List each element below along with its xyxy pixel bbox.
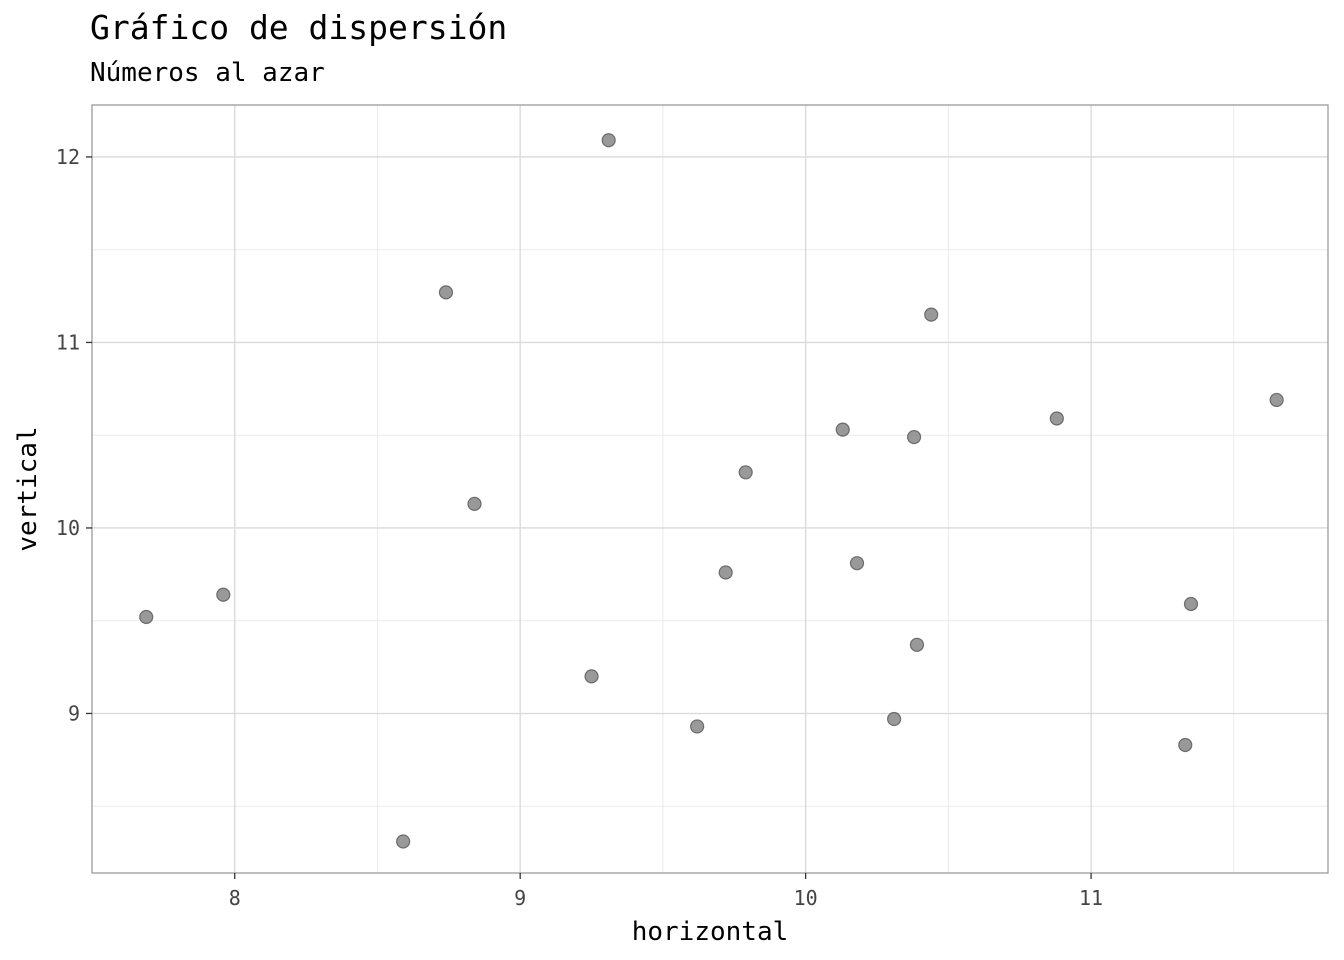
minor-gridlines xyxy=(91,105,1328,873)
y-tick-label: 9 xyxy=(68,701,80,725)
y-tick-label: 12 xyxy=(56,145,80,169)
data-point xyxy=(584,669,599,684)
x-tick-label: 11 xyxy=(1079,886,1103,910)
data-point xyxy=(924,307,939,322)
data-point xyxy=(1269,392,1284,408)
data-points xyxy=(139,133,1284,849)
data-point xyxy=(438,285,454,300)
data-point xyxy=(1049,411,1064,426)
data-point xyxy=(690,719,705,734)
data-point xyxy=(467,496,482,511)
x-axis-ticks: 8 9 10 11 xyxy=(229,873,1103,910)
panel-border xyxy=(91,104,1329,874)
y-axis-ticks: 9 10 11 12 xyxy=(56,145,92,725)
data-point xyxy=(1183,596,1199,612)
data-point xyxy=(1178,737,1193,753)
data-point xyxy=(216,587,231,602)
data-point xyxy=(835,422,850,437)
y-axis-title: vertical xyxy=(13,426,43,551)
data-point xyxy=(906,429,922,445)
y-tick-label: 10 xyxy=(56,516,80,540)
data-point xyxy=(601,133,616,148)
data-point xyxy=(849,556,865,571)
x-tick-label: 9 xyxy=(514,886,526,910)
x-tick-label: 10 xyxy=(794,886,818,910)
data-point xyxy=(909,637,925,652)
data-point xyxy=(718,565,733,580)
x-tick-label: 8 xyxy=(229,886,241,910)
y-tick-label: 11 xyxy=(56,330,80,354)
x-axis-title: horizontal xyxy=(632,917,789,947)
data-point xyxy=(738,465,753,480)
data-point xyxy=(396,834,411,849)
data-point xyxy=(887,711,902,727)
major-gridlines xyxy=(92,105,1328,873)
data-point xyxy=(139,609,154,625)
chart-title: Gráfico de dispersión xyxy=(90,8,508,47)
chart-subtitle: Números al azar xyxy=(90,58,325,88)
